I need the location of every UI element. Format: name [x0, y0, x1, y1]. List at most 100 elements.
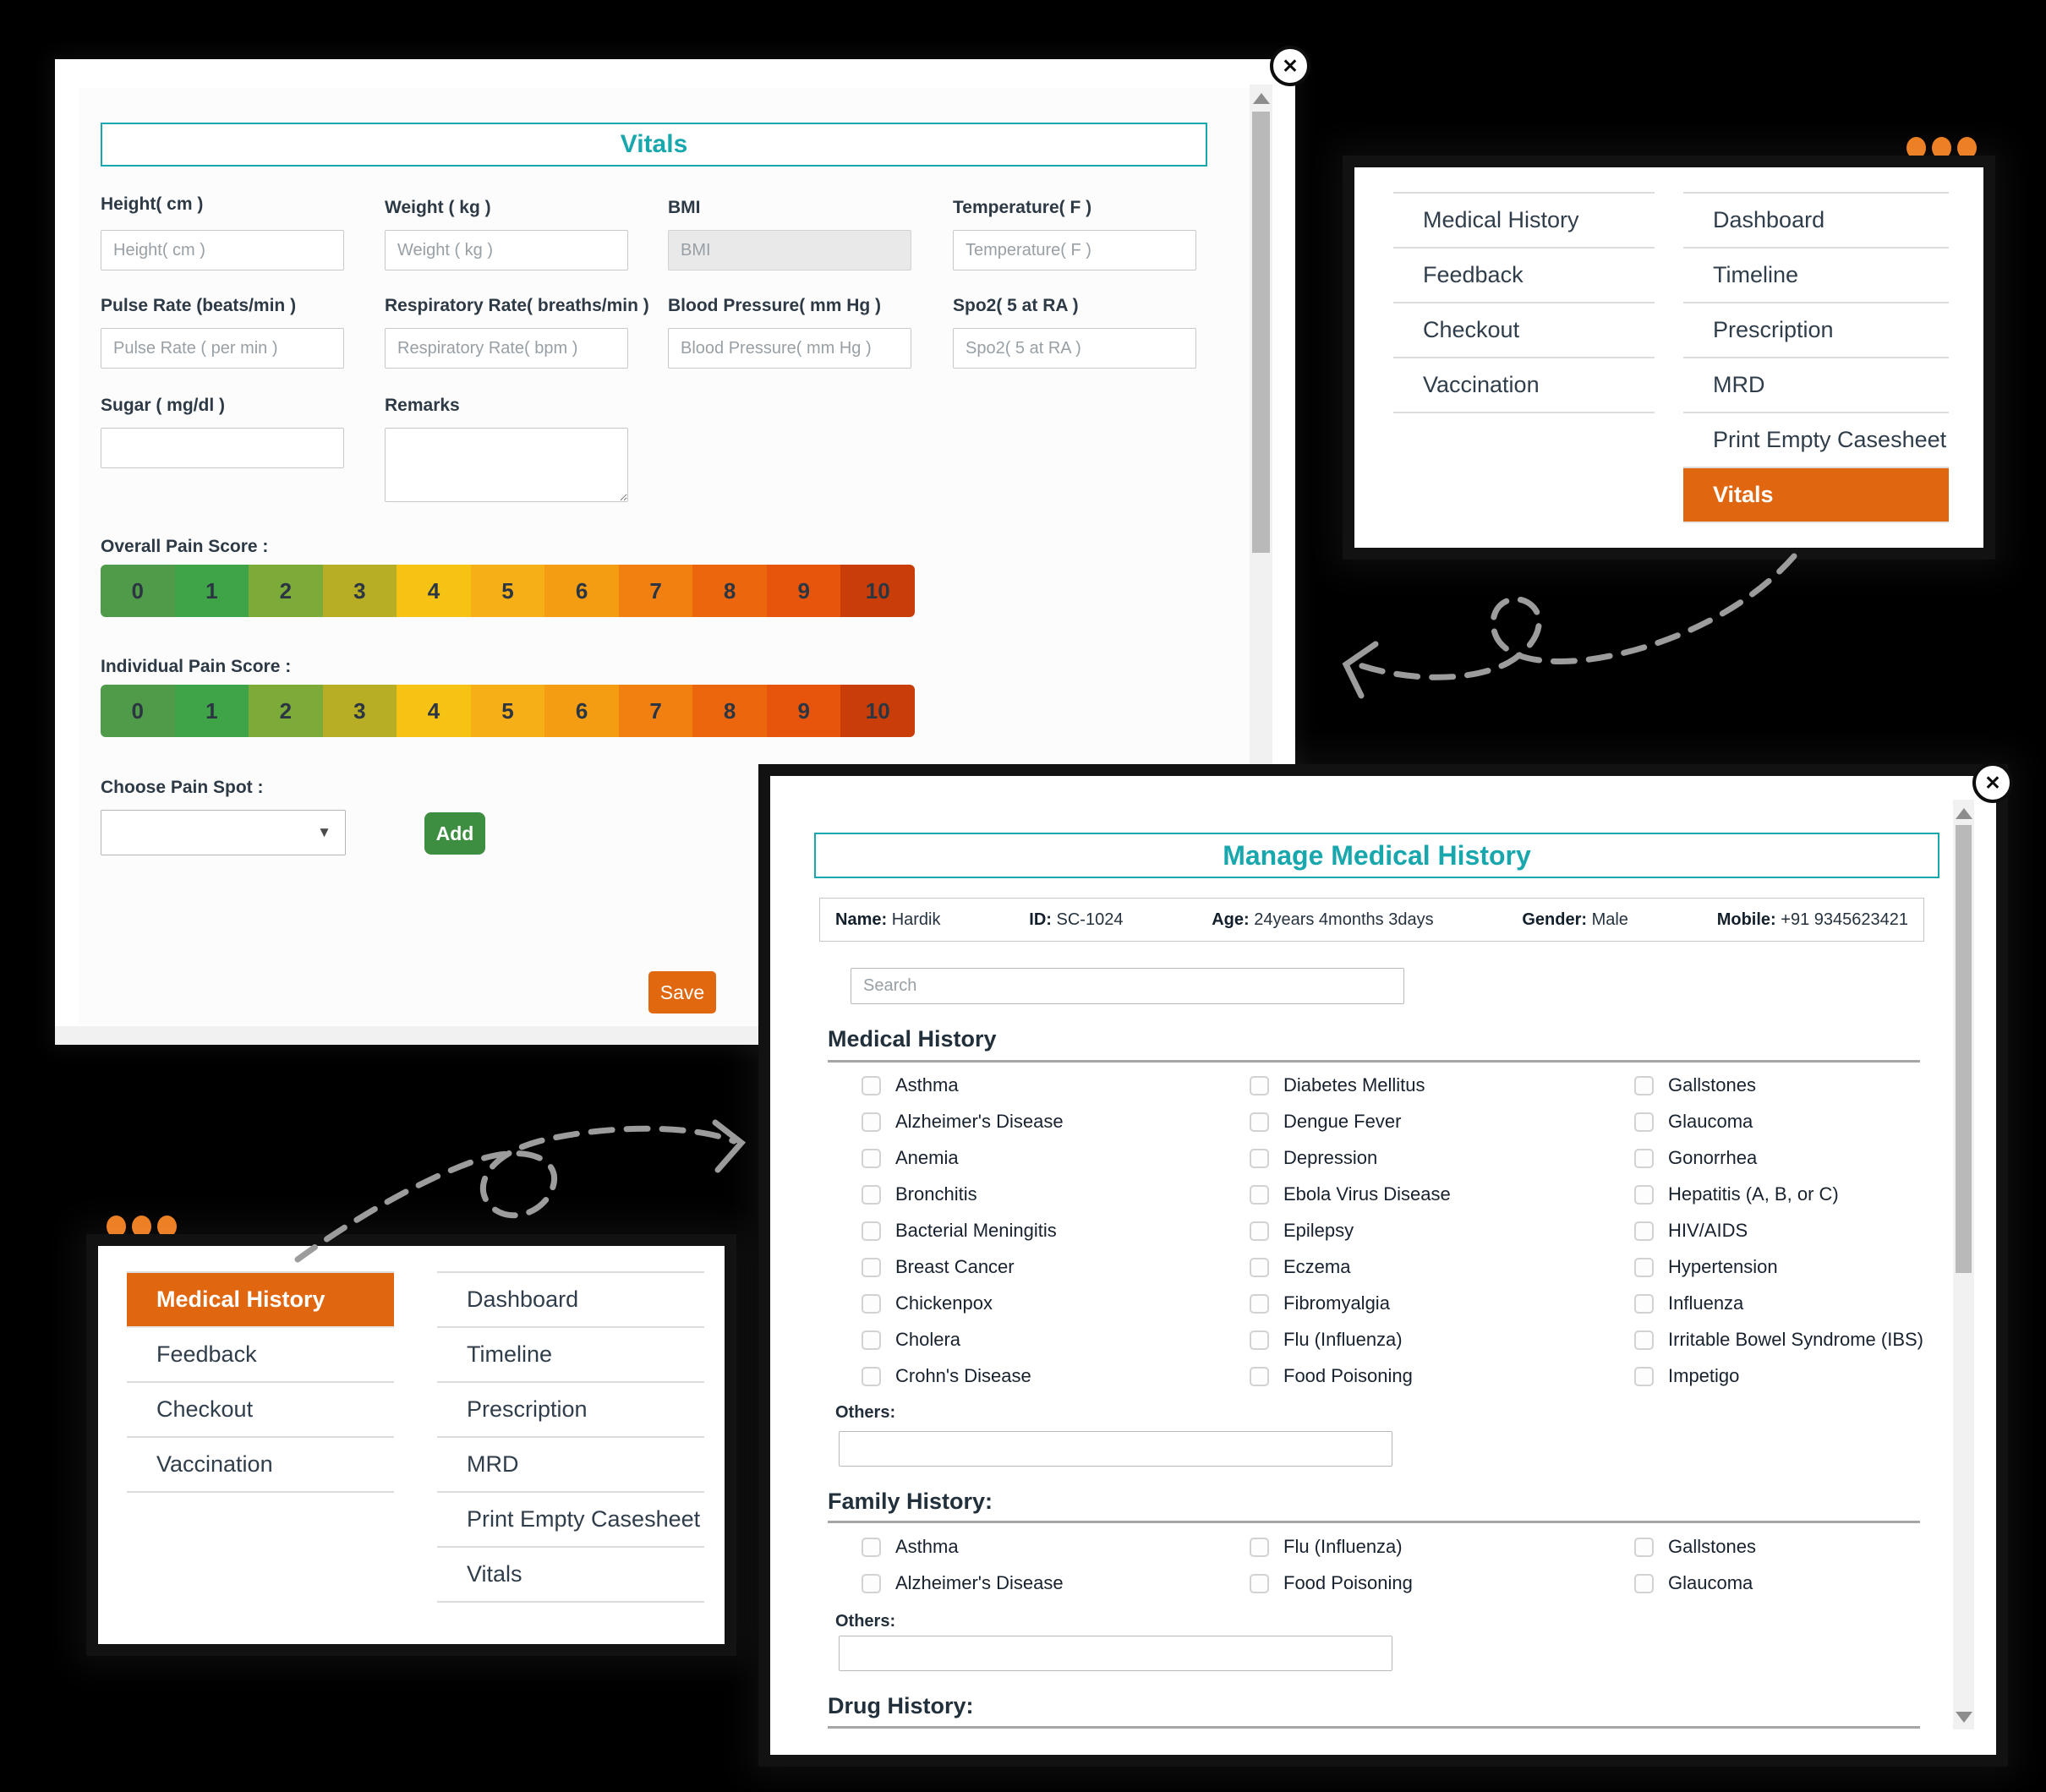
checkbox[interactable]: [1250, 1148, 1269, 1168]
pain-score-cell-4[interactable]: 4: [397, 685, 471, 737]
pain-score-cell-9[interactable]: 9: [766, 685, 841, 737]
checkbox[interactable]: [862, 1075, 881, 1095]
menu-item-mrd[interactable]: MRD: [437, 1438, 704, 1493]
checkbox-item-ebola-virus-disease[interactable]: Ebola Virus Disease: [1250, 1183, 1451, 1205]
pain-score-cell-0[interactable]: 0: [101, 685, 175, 737]
checkbox-item-chickenpox[interactable]: Chickenpox: [862, 1292, 1064, 1314]
checkbox[interactable]: [1634, 1257, 1654, 1277]
menu-item-print-empty-casesheet[interactable]: Print Empty Casesheet: [437, 1493, 704, 1548]
remarks-textarea[interactable]: [385, 428, 628, 502]
checkbox[interactable]: [1634, 1221, 1654, 1241]
menu-item-prescription[interactable]: Prescription: [437, 1383, 704, 1438]
checkbox-item-impetigo[interactable]: Impetigo: [1634, 1365, 1923, 1386]
checkbox-item-alzheimer-s-disease[interactable]: Alzheimer's Disease: [862, 1572, 1064, 1593]
close-icon[interactable]: ✕: [1972, 762, 2013, 803]
checkbox[interactable]: [1634, 1112, 1654, 1132]
checkbox-item-alzheimer-s-disease[interactable]: Alzheimer's Disease: [862, 1111, 1064, 1132]
checkbox[interactable]: [1250, 1573, 1269, 1593]
menu-item-medical-history[interactable]: Medical History: [127, 1273, 394, 1328]
checkbox-item-diabetes-mellitus[interactable]: Diabetes Mellitus: [1250, 1074, 1451, 1095]
pain-score-cell-2[interactable]: 2: [249, 685, 323, 737]
checkbox-item-bronchitis[interactable]: Bronchitis: [862, 1183, 1064, 1205]
checkbox[interactable]: [1634, 1148, 1654, 1168]
pain-score-cell-1[interactable]: 1: [174, 565, 249, 617]
checkbox[interactable]: [862, 1537, 881, 1557]
checkbox-item-eczema[interactable]: Eczema: [1250, 1256, 1451, 1277]
checkbox[interactable]: [1250, 1293, 1269, 1314]
checkbox[interactable]: [1250, 1221, 1269, 1241]
checkbox-item-anemia[interactable]: Anemia: [862, 1147, 1064, 1168]
checkbox[interactable]: [1250, 1184, 1269, 1205]
scrollbar-thumb[interactable]: [1252, 112, 1270, 553]
pain-score-cell-10[interactable]: 10: [840, 685, 915, 737]
pain-spot-select[interactable]: ▼: [101, 810, 346, 855]
checkbox[interactable]: [862, 1148, 881, 1168]
checkbox[interactable]: [862, 1112, 881, 1132]
checkbox-item-flu-influenza-[interactable]: Flu (Influenza): [1250, 1329, 1451, 1350]
pulse-rate-input[interactable]: [101, 328, 344, 369]
pain-score-cell-8[interactable]: 8: [692, 685, 767, 737]
checkbox[interactable]: [862, 1573, 881, 1593]
menu-item-checkout[interactable]: Checkout: [1393, 303, 1655, 358]
pain-score-cell-8[interactable]: 8: [692, 565, 767, 617]
weight-input[interactable]: [385, 230, 628, 270]
menu-item-vitals[interactable]: Vitals: [437, 1548, 704, 1603]
search-input[interactable]: [851, 968, 1404, 1004]
menu-item-mrd[interactable]: MRD: [1683, 358, 1949, 413]
pain-score-cell-9[interactable]: 9: [766, 565, 841, 617]
pain-score-cell-6[interactable]: 6: [544, 565, 619, 617]
pain-score-cell-0[interactable]: 0: [101, 565, 175, 617]
menu-item-prescription[interactable]: Prescription: [1683, 303, 1949, 358]
scroll-down-arrow[interactable]: [1955, 1712, 1972, 1723]
checkbox-item-influenza[interactable]: Influenza: [1634, 1292, 1923, 1314]
checkbox[interactable]: [1634, 1573, 1654, 1593]
checkbox[interactable]: [1634, 1293, 1654, 1314]
checkbox[interactable]: [1250, 1330, 1269, 1350]
checkbox-item-crohn-s-disease[interactable]: Crohn's Disease: [862, 1365, 1064, 1386]
checkbox[interactable]: [1634, 1537, 1654, 1557]
checkbox-item-cholera[interactable]: Cholera: [862, 1329, 1064, 1350]
height-input[interactable]: [101, 230, 344, 270]
pain-score-cell-7[interactable]: 7: [618, 685, 693, 737]
menu-item-vitals[interactable]: Vitals: [1683, 468, 1949, 523]
menu-item-dashboard[interactable]: Dashboard: [1683, 194, 1949, 249]
checkbox-item-gallstones[interactable]: Gallstones: [1634, 1536, 1756, 1557]
add-button[interactable]: Add: [424, 812, 485, 855]
pain-score-cell-5[interactable]: 5: [470, 565, 545, 617]
checkbox-item-hiv-aids[interactable]: HIV/AIDS: [1634, 1220, 1923, 1241]
blood-pressure-input[interactable]: [668, 328, 911, 369]
family-history-others-input[interactable]: [839, 1636, 1392, 1671]
menu-item-feedback[interactable]: Feedback: [127, 1328, 394, 1383]
scrollbar-thumb[interactable]: [1956, 825, 1972, 1273]
checkbox[interactable]: [862, 1257, 881, 1277]
menu-item-vaccination[interactable]: Vaccination: [1393, 358, 1655, 413]
pain-score-cell-1[interactable]: 1: [174, 685, 249, 737]
checkbox[interactable]: [1250, 1366, 1269, 1386]
checkbox-item-hypertension[interactable]: Hypertension: [1634, 1256, 1923, 1277]
checkbox-item-glaucoma[interactable]: Glaucoma: [1634, 1572, 1756, 1593]
checkbox-item-epilepsy[interactable]: Epilepsy: [1250, 1220, 1451, 1241]
menu-item-dashboard[interactable]: Dashboard: [437, 1273, 704, 1328]
sugar-input[interactable]: [101, 428, 344, 468]
menu-item-medical-history[interactable]: Medical History: [1393, 194, 1655, 249]
menu-item-vaccination[interactable]: Vaccination: [127, 1438, 394, 1493]
menu-item-feedback[interactable]: Feedback: [1393, 249, 1655, 303]
checkbox-item-food-poisoning[interactable]: Food Poisoning: [1250, 1365, 1451, 1386]
checkbox[interactable]: [862, 1221, 881, 1241]
temperature-input[interactable]: [953, 230, 1196, 270]
medical-history-others-input[interactable]: [839, 1431, 1392, 1467]
checkbox-item-gallstones[interactable]: Gallstones: [1634, 1074, 1923, 1095]
checkbox-item-gonorrhea[interactable]: Gonorrhea: [1634, 1147, 1923, 1168]
checkbox-item-asthma[interactable]: Asthma: [862, 1536, 1064, 1557]
checkbox-item-dengue-fever[interactable]: Dengue Fever: [1250, 1111, 1451, 1132]
checkbox[interactable]: [1250, 1257, 1269, 1277]
respiratory-rate-input[interactable]: [385, 328, 628, 369]
close-icon[interactable]: ✕: [1270, 46, 1310, 86]
checkbox[interactable]: [1250, 1075, 1269, 1095]
checkbox[interactable]: [862, 1330, 881, 1350]
checkbox-item-fibromyalgia[interactable]: Fibromyalgia: [1250, 1292, 1451, 1314]
pain-score-cell-4[interactable]: 4: [397, 565, 471, 617]
checkbox[interactable]: [1250, 1537, 1269, 1557]
pain-score-cell-10[interactable]: 10: [840, 565, 915, 617]
save-button[interactable]: Save: [648, 971, 716, 1013]
